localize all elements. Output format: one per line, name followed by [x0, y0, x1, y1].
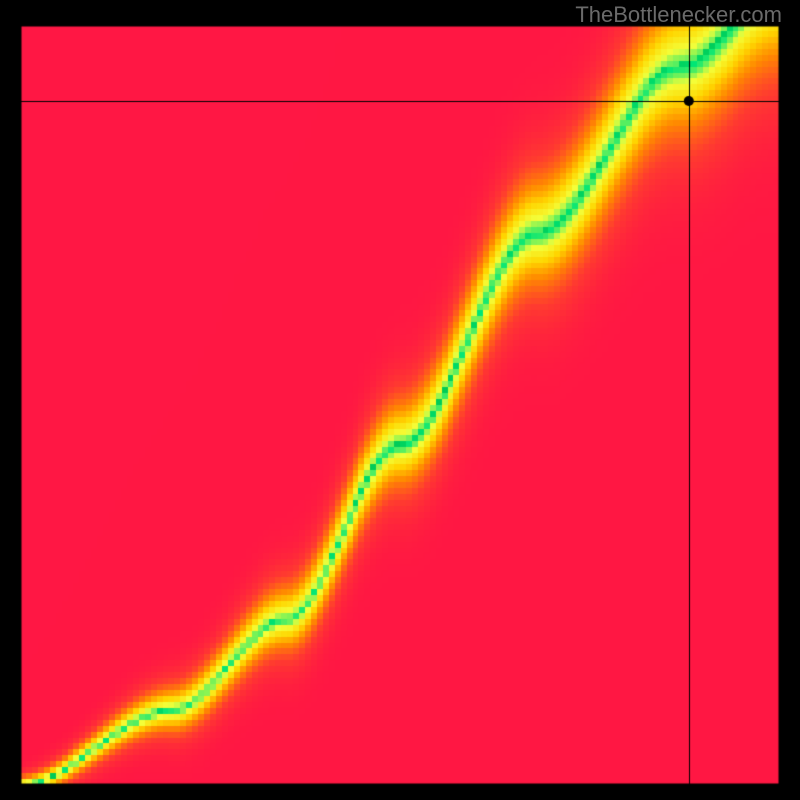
watermark-text: TheBottlenecker.com	[575, 2, 782, 28]
bottleneck-heatmap	[0, 0, 800, 800]
